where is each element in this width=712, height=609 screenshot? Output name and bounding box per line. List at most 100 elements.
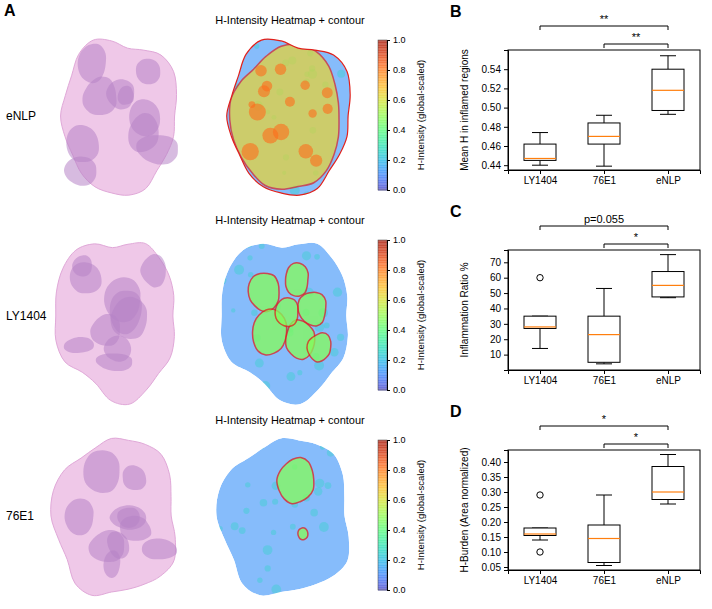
- plot-frame: [508, 50, 700, 170]
- inflamed-region: [275, 298, 298, 327]
- heatmap-texture: [244, 240, 252, 248]
- heatmap-texture: [347, 183, 354, 190]
- whisker-high: [604, 115, 605, 123]
- colorbar-tick-mark: [387, 300, 390, 301]
- box: [588, 288, 620, 363]
- colorbar-step: [378, 40, 387, 43]
- y-tick-label: 0.40: [482, 457, 502, 468]
- heatmap-texture: [321, 45, 327, 51]
- heatmap-texture: [272, 499, 278, 505]
- box: [524, 133, 556, 166]
- x-tick-mark: [668, 370, 669, 374]
- colorbar-tick: 0.6: [387, 95, 406, 105]
- colorbar-tick: 0.8: [387, 465, 406, 475]
- heatmap-texture: [327, 597, 335, 605]
- y-axis-title: Mean H in inflamed regions: [459, 49, 470, 171]
- colorbar-tick-mark: [387, 40, 390, 41]
- tissue-section: [51, 438, 176, 596]
- whisker-high: [540, 133, 541, 145]
- whisker-low: [668, 110, 669, 114]
- heatmap-hotspot: [299, 144, 314, 159]
- x-axis-line: [509, 371, 701, 375]
- y-tick-mark: [504, 308, 508, 309]
- colorbar-tick: 0.8: [387, 265, 406, 275]
- x-tick-mark: [540, 170, 541, 174]
- colorbar-tick-label: 0.8: [393, 465, 406, 475]
- colorbar-tick: 0.2: [387, 355, 406, 365]
- colorbar-tick: 1.0: [387, 235, 406, 245]
- tissue-section: [55, 243, 174, 405]
- whisker-cap-low: [596, 363, 612, 364]
- whisker-cap-low: [660, 504, 676, 505]
- y-tick: 0.15: [482, 532, 508, 543]
- heatmap-ground: [227, 39, 350, 195]
- significance-label: *: [634, 231, 639, 243]
- box: [588, 495, 620, 566]
- colorbar-tick-label: 1.0: [393, 435, 406, 445]
- y-axis: 0.440.460.480.500.520.54: [482, 51, 509, 171]
- heatmap-texture: [221, 232, 225, 236]
- heatmap-texture: [325, 482, 332, 489]
- tissue-outline: [227, 39, 350, 195]
- y-axis-line: [504, 251, 509, 371]
- heatmap-texture: [218, 526, 223, 531]
- significance-bracket: [540, 426, 668, 430]
- heatmap-hotspot: [275, 64, 286, 75]
- heatmap: [216, 431, 360, 605]
- colorbar-axis-line: [388, 241, 391, 391]
- y-tick: 0.05: [482, 562, 508, 573]
- heatmap-texture: [290, 524, 296, 530]
- significance-label: *: [602, 413, 607, 425]
- colorbar-axis: 0.00.20.40.60.81.0: [387, 435, 406, 595]
- heatmap-texture: [319, 522, 329, 532]
- heatmap-texture: [239, 527, 246, 534]
- y-tick-label: 0.25: [482, 502, 502, 513]
- y-tick: 40: [490, 303, 508, 314]
- colorbar-tick-mark: [387, 130, 390, 131]
- colorbar-tick-mark: [387, 70, 390, 71]
- tissue-dense-area: [117, 508, 139, 528]
- significance-bracket: [604, 244, 668, 248]
- y-tick-label: 0.52: [482, 83, 502, 94]
- x-tick-label: LY1404: [524, 375, 558, 386]
- x-tick-label: 76E1: [593, 375, 617, 386]
- heatmap-texture: [217, 389, 223, 395]
- whisker-high: [604, 288, 605, 316]
- significance-bracket: [604, 44, 668, 48]
- heatmap-texture: [287, 372, 296, 381]
- box: [652, 455, 684, 505]
- plot-frame: [508, 450, 700, 570]
- y-tick-label: 0.30: [482, 487, 502, 498]
- colorbar-tick: 0.6: [387, 295, 406, 305]
- colorbar-tick-label: 1.0: [393, 235, 406, 245]
- box-panel: C10203040506070LY140476E1eNLPInflammatio…: [450, 203, 701, 386]
- colorbar-tick: 1.0: [387, 35, 406, 45]
- heatmap-texture: [255, 595, 261, 601]
- tissue-dense-area: [136, 59, 160, 85]
- tissue-dense-area: [106, 79, 134, 109]
- heatmap-texture: [234, 265, 244, 275]
- colorbar-tick: 1.0: [387, 435, 406, 445]
- median: [588, 136, 620, 137]
- colorbar-step: [378, 240, 387, 243]
- colorbar-tick: 0.4: [387, 325, 406, 335]
- box-body: [524, 316, 556, 328]
- colorbar-tick: 0.4: [387, 525, 406, 535]
- box-panel: B0.440.460.480.500.520.54LY140476E1eNLPM…: [450, 3, 701, 186]
- colorbar-step: [378, 440, 387, 443]
- y-axis-title: H-Burden (Area normalized): [459, 447, 470, 572]
- outlier: [537, 274, 543, 280]
- colorbar-tick-mark: [387, 390, 390, 391]
- colorbar-tick-mark: [387, 590, 390, 591]
- box: [652, 255, 684, 298]
- heatmap-texture: [344, 43, 348, 47]
- y-tick-mark: [504, 127, 508, 128]
- y-tick: 0.35: [482, 472, 508, 483]
- heatmap-ground: [221, 243, 348, 405]
- heatmap-texture: [314, 254, 320, 260]
- box: [524, 492, 556, 555]
- x-tick-label: 76E1: [593, 575, 617, 586]
- heatmap-texture: [220, 359, 230, 369]
- box-panel: D0.050.100.150.200.250.300.350.40LY14047…: [450, 403, 701, 586]
- heatmap-texture: [228, 195, 236, 203]
